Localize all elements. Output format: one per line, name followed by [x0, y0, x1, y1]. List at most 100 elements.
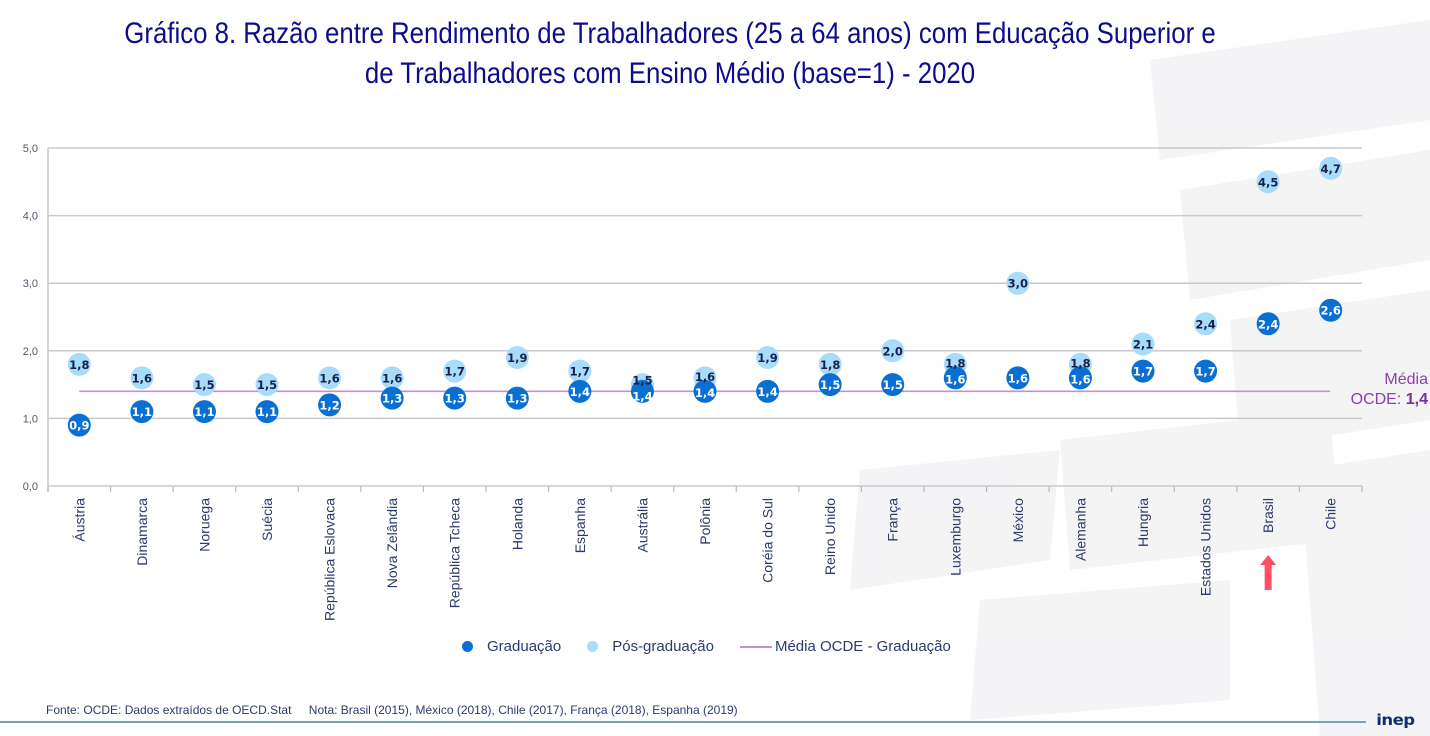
point-graduacao [818, 373, 842, 397]
data-points [67, 156, 1343, 437]
point-graduacao [693, 379, 717, 403]
y-tick-label: 5,0 [23, 143, 38, 155]
y-tick-label: 1,0 [23, 413, 38, 425]
y-axis-ticks: 0,0 1,0 2,0 3,0 4,0 5,0 [23, 143, 38, 493]
legend-line-media-icon [739, 645, 772, 648]
point-graduacao [192, 400, 216, 424]
x-category-label: República Tcheca [447, 498, 463, 608]
data-label-pos-graduacao: 1,6 [132, 371, 152, 385]
data-label-graduacao: 1,4 [632, 389, 652, 403]
x-category-label: Áustria [71, 498, 87, 542]
chart-title-line2: de Trabalhadores com Ensino Médio (base=… [364, 57, 976, 90]
point-pos-graduacao [1194, 312, 1218, 336]
data-label-pos-graduacao: 1,9 [507, 351, 527, 365]
x-category-label: República Eslovaca [322, 498, 338, 621]
x-category-label: Estados Unidos [1198, 498, 1214, 596]
data-label-graduacao: 0,9 [69, 419, 89, 433]
legend-item-media[interactable]: Média OCDE - Graduação [739, 638, 951, 655]
point-pos-graduacao [380, 366, 404, 390]
legend-item-pos-graduacao[interactable]: Pós-graduação [587, 638, 714, 655]
data-label-pos-graduacao: 1,7 [570, 365, 590, 379]
chart-title-line1: Gráfico 8. Razão entre Rendimento de Tra… [124, 17, 1216, 50]
data-label-graduacao: 2,6 [1321, 304, 1341, 318]
point-graduacao [380, 386, 404, 410]
x-category-label: México [1010, 498, 1026, 543]
point-graduacao [67, 413, 91, 437]
point-graduacao [505, 386, 529, 410]
data-label-pos-graduacao: 2,4 [1195, 317, 1215, 331]
highlight-arrow-icon [1260, 555, 1277, 590]
x-category-label: Coréia do Sul [760, 498, 776, 583]
point-pos-graduacao [1319, 156, 1343, 180]
footer-source: Fonte: OCDE: Dados extraídos de OECD.Sta… [46, 703, 292, 717]
data-label-graduacao: 1,3 [382, 392, 402, 406]
data-label-pos-graduacao: 4,5 [1258, 175, 1278, 189]
data-label-graduacao: 1,6 [1070, 373, 1090, 387]
point-pos-graduacao [881, 339, 905, 363]
legend-label-pos-graduacao: Pós-graduação [612, 638, 714, 655]
data-label-graduacao: 1,1 [132, 405, 152, 419]
data-label-pos-graduacao: 4,7 [1321, 162, 1341, 176]
point-graduacao [881, 373, 905, 397]
point-pos-graduacao [818, 352, 842, 376]
point-pos-graduacao [255, 373, 279, 397]
y-tick-label: 4,0 [23, 211, 38, 223]
x-category-label: Noruega [196, 498, 212, 552]
data-label-graduacao: 1,1 [257, 405, 277, 419]
inep-logo: inep [1376, 711, 1415, 729]
data-label-pos-graduacao: 1,6 [319, 371, 339, 385]
footer-note: Nota: Brasil (2015), México (2018), Chil… [308, 703, 738, 717]
data-label-pos-graduacao: 1,5 [257, 378, 277, 392]
x-category-label: Holanda [509, 498, 525, 550]
point-graduacao [255, 400, 279, 424]
point-graduacao [318, 393, 342, 417]
data-label-pos-graduacao: 1,7 [445, 365, 465, 379]
data-label-pos-graduacao: 1,8 [1070, 357, 1090, 371]
point-pos-graduacao [1256, 170, 1280, 194]
x-category-label: Reino Unido [822, 498, 838, 575]
point-graduacao [1131, 359, 1155, 383]
data-label-graduacao: 1,7 [1133, 365, 1153, 379]
point-pos-graduacao [1006, 271, 1030, 295]
data-label-pos-graduacao: 1,6 [382, 371, 402, 385]
point-graduacao [130, 400, 154, 424]
data-label-graduacao: 1,5 [820, 378, 840, 392]
x-category-label: França [885, 498, 901, 542]
average-label-line2: OCDE: [1350, 391, 1402, 408]
data-label-graduacao: 1,7 [1195, 365, 1215, 379]
highlight-arrow-group [1260, 555, 1277, 590]
data-label-pos-graduacao: 1,8 [820, 358, 840, 372]
point-graduacao [630, 379, 654, 403]
point-graduacao [1068, 366, 1092, 390]
data-label-graduacao: 1,6 [945, 373, 965, 387]
x-category-label: Chile [1323, 498, 1339, 530]
footer-divider [0, 721, 1366, 723]
point-graduacao [1006, 366, 1030, 390]
data-label-graduacao: 1,4 [570, 385, 590, 399]
point-pos-graduacao [130, 366, 154, 390]
legend-label-graduacao: Graduação [487, 638, 562, 655]
data-label-pos-graduacao: 1,8 [945, 357, 965, 371]
data-label-graduacao: 1,1 [194, 405, 214, 419]
footer-notes: Fonte: OCDE: Dados extraídos de OECD.Sta… [46, 703, 738, 717]
y-tick-label: 3,0 [23, 278, 38, 290]
data-label-pos-graduacao: 1,8 [69, 358, 89, 372]
point-graduacao [756, 379, 780, 403]
point-pos-graduacao [443, 359, 467, 383]
x-category-label: Espanha [572, 498, 588, 553]
x-category-label: Suécia [259, 498, 275, 541]
point-pos-graduacao [192, 373, 216, 397]
point-graduacao [1319, 298, 1343, 322]
legend-item-graduacao[interactable]: Graduação [462, 638, 561, 655]
point-graduacao [1256, 312, 1280, 336]
data-label-graduacao: 1,3 [445, 392, 465, 406]
point-graduacao [1194, 359, 1218, 383]
data-label-graduacao: 1,4 [757, 385, 777, 399]
x-category-label: Luxemburgo [947, 498, 963, 576]
gridlines [48, 147, 1362, 487]
x-category-label: Brasil [1260, 498, 1276, 533]
point-pos-graduacao [505, 346, 529, 370]
legend: Graduação Pós-graduação Média OCDE - Gra… [462, 638, 951, 655]
data-label-graduacao: 1,3 [507, 392, 527, 406]
